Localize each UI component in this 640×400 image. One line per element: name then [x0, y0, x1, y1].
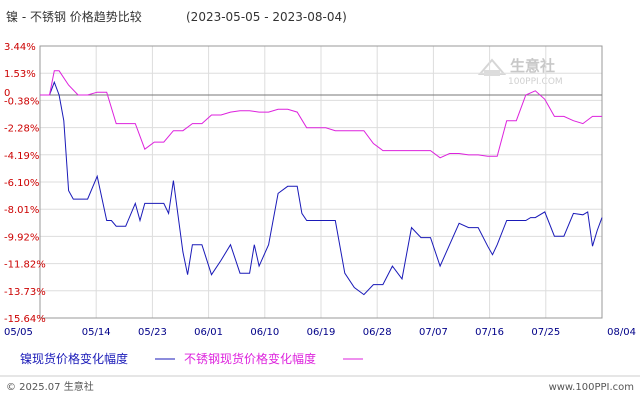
x-tick-label: 05/05 [4, 327, 33, 338]
y-tick-label: -0.38% [4, 96, 39, 107]
y-tick-label: 3.44% [4, 42, 36, 53]
watermark-name: 生意社 [510, 57, 555, 75]
axis-frame [39, 45, 603, 319]
x-tick-label: 06/19 [307, 327, 336, 338]
zero-label: 0 [4, 88, 10, 99]
x-tick-label: 05/23 [138, 327, 167, 338]
x-tick-label: 06/01 [194, 327, 223, 338]
plot-frame [39, 45, 603, 319]
x-tick-label: 07/07 [419, 327, 448, 338]
y-tick-label: -11.82% [4, 260, 46, 271]
footer-website: www.100PPI.com [549, 382, 634, 393]
series-line-stainless-steel [40, 70, 602, 159]
y-tick-label: 1.53% [4, 69, 36, 80]
y-tick-label: -15.64% [4, 314, 46, 325]
y-axis-ticks: 3.44% 1.53% -0.38% -2.28% -4.19% -6.10% -8.01%… [4, 42, 46, 325]
legend-steel-label: 不锈钢现货价格变化幅度 [184, 351, 316, 366]
y-tick-label: -8.01% [4, 205, 39, 216]
y-tick-label: -9.92% [4, 232, 39, 243]
x-tick-label: 06/28 [363, 327, 392, 338]
legend: 镍现货价格变化幅度 不锈钢现货价格变化幅度 [20, 351, 363, 366]
footer-copyright: © 2025.07 生意社 [6, 380, 94, 393]
y-tick-label: -6.10% [4, 178, 39, 189]
x-tick-label: 08/04 [607, 327, 636, 338]
series-line-nickel [40, 80, 603, 296]
x-axis-ticks: 05/05 05/14 05/23 06/01 06/10 06/19 06/28 07/07… [4, 327, 636, 338]
chart-date-range: (2023-05-05 - 2023-08-04) [186, 10, 347, 24]
x-tick-label: 05/14 [82, 327, 111, 338]
x-tick-label: 07/25 [531, 327, 560, 338]
legend-nickel-label: 镍现货价格变化幅度 [20, 351, 128, 366]
series-lines [40, 70, 603, 296]
x-tick-label: 07/16 [475, 327, 504, 338]
y-tick-label: -2.28% [4, 124, 39, 135]
y-tick-label: -13.73% [4, 287, 46, 298]
chart-title: 镍 - 不锈钢 价格趋势比较 [6, 9, 142, 24]
x-tick-label: 06/10 [250, 327, 279, 338]
watermark-url: 100PPI.COM [508, 77, 563, 87]
y-tick-label: -4.19% [4, 151, 39, 162]
